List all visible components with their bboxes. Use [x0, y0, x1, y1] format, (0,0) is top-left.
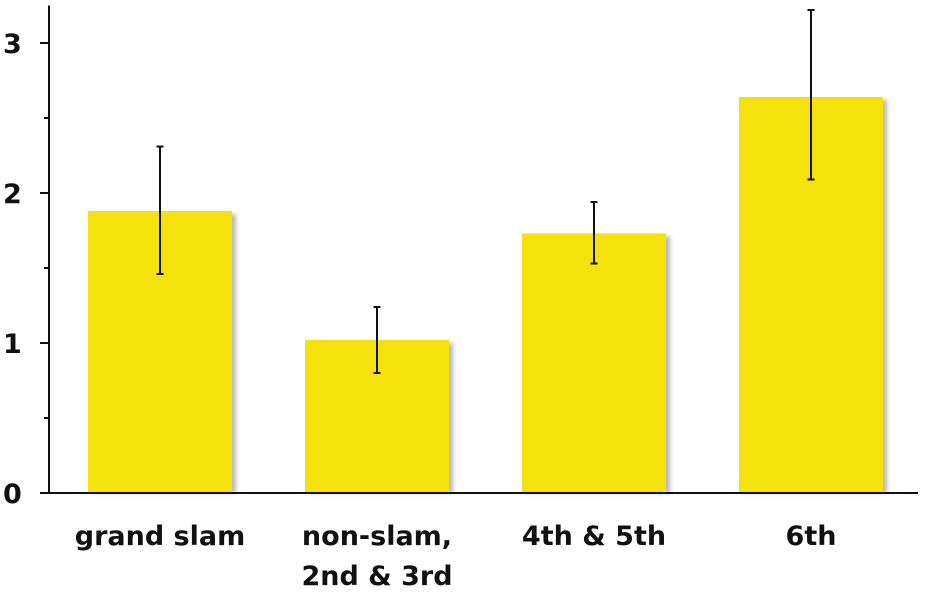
category-label-line: grand slam — [75, 521, 246, 552]
error-bar — [373, 306, 381, 374]
error-bar — [590, 201, 598, 265]
category-label: grand slam — [75, 521, 246, 552]
category-label-line: non-slam, — [302, 521, 452, 552]
y-tick-label: 2 — [3, 179, 22, 210]
category-label: 4th & 5th — [522, 521, 666, 552]
error-bar — [807, 9, 815, 181]
bar — [522, 233, 666, 493]
bars-layer — [88, 97, 887, 493]
axes-layer — [48, 5, 918, 494]
y-tick-label: 0 — [3, 479, 22, 510]
category-labels-layer: grand slam non-slam, 2nd & 3rd 4th & 5th 6th — [75, 521, 837, 592]
category-label-line: 4th & 5th — [522, 521, 666, 552]
category-label-line: 2nd & 3rd — [301, 561, 452, 592]
category-label-line: 6th — [786, 521, 837, 552]
y-tick-label: 3 — [3, 29, 22, 60]
y-ticks-layer: 0 1 2 3 — [3, 29, 49, 510]
error-bar — [156, 145, 164, 275]
error-bars-layer — [156, 9, 815, 374]
y-tick-label: 1 — [3, 329, 22, 360]
category-label: non-slam, 2nd & 3rd — [301, 521, 452, 592]
category-label: 6th — [786, 521, 837, 552]
